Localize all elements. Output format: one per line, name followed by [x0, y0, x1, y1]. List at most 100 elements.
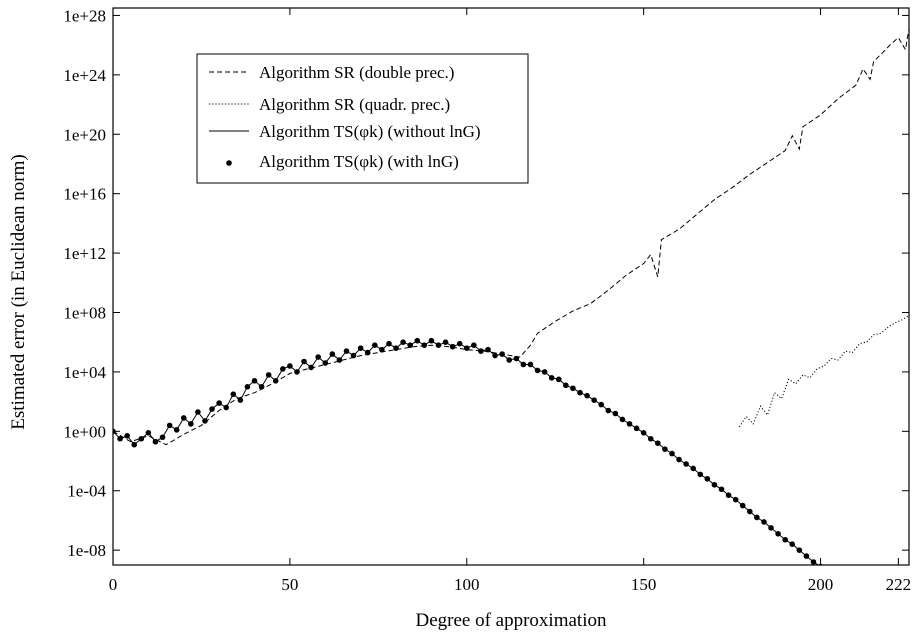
data-point	[889, 623, 895, 629]
data-point	[152, 438, 159, 445]
data-point	[336, 357, 343, 363]
data-point	[796, 547, 803, 553]
data-point	[280, 366, 286, 372]
data-point	[732, 496, 739, 503]
series-layer	[113, 28, 909, 635]
data-point	[534, 367, 541, 374]
data-point	[237, 397, 244, 403]
data-point	[350, 352, 357, 359]
data-point	[435, 342, 442, 348]
data-point	[421, 342, 428, 348]
legend-box	[196, 53, 529, 184]
y-tick-label: 1e+24	[63, 66, 106, 85]
data-point	[563, 382, 569, 389]
y-tick-label: 1e+00	[63, 422, 106, 441]
data-point	[301, 358, 307, 365]
y-tick-label: 1e+12	[63, 244, 106, 263]
data-point	[803, 553, 810, 559]
data-point	[386, 340, 392, 347]
y-tick-label: 1e+08	[63, 303, 106, 322]
legend-swatch-ts-with	[226, 160, 232, 166]
data-point	[315, 354, 321, 360]
data-point	[329, 351, 336, 357]
data-point	[485, 346, 491, 353]
data-point	[612, 410, 619, 417]
data-point	[839, 582, 845, 588]
data-point	[506, 357, 513, 363]
data-point	[555, 376, 562, 383]
legend-label-sr-quad: Algorithm SR (quadr. prec.)	[259, 95, 450, 114]
data-point	[499, 351, 505, 357]
data-point	[584, 392, 590, 399]
data-point	[527, 361, 534, 368]
data-point	[647, 435, 654, 442]
data-point	[676, 456, 682, 463]
data-point	[605, 407, 612, 414]
data-point	[166, 422, 173, 429]
data-point	[874, 611, 880, 617]
data-point	[697, 471, 704, 478]
data-point	[810, 559, 817, 565]
data-point	[294, 369, 300, 375]
data-point	[598, 401, 605, 408]
y-axis-label: Estimated error (in Euclidean norm)	[8, 154, 29, 429]
data-point	[704, 476, 711, 482]
data-point	[768, 525, 774, 531]
data-point	[761, 519, 767, 525]
data-point	[662, 446, 668, 452]
data-point	[173, 427, 180, 433]
data-point	[371, 342, 378, 348]
data-point	[471, 342, 477, 348]
data-point	[520, 361, 527, 368]
data-point	[718, 486, 725, 493]
x-tick-label: 150	[631, 575, 657, 594]
legend-label-ts-with: Algorithm TS(φk) (with lnG)	[259, 152, 459, 171]
data-point	[711, 481, 718, 488]
data-point	[131, 441, 138, 448]
data-point	[265, 372, 272, 378]
data-point	[690, 465, 696, 472]
data-point	[747, 508, 753, 515]
x-tick-label: 50	[281, 575, 298, 594]
data-point	[195, 409, 201, 415]
data-point	[754, 514, 760, 521]
data-point	[442, 339, 449, 346]
y-tick-label: 1e-04	[67, 482, 106, 501]
data-point	[180, 415, 187, 421]
data-point	[683, 461, 689, 467]
data-point	[463, 345, 470, 351]
data-point	[853, 593, 859, 599]
data-point	[322, 360, 329, 366]
data-point	[725, 492, 732, 498]
data-point	[188, 421, 194, 427]
y-tick-label: 1e+28	[63, 6, 106, 25]
x-tick-label: 200	[808, 575, 834, 594]
data-point	[216, 400, 222, 406]
data-point	[591, 397, 597, 403]
data-point	[407, 342, 413, 348]
data-point	[860, 599, 866, 605]
data-point	[209, 406, 215, 412]
data-point	[223, 404, 230, 411]
legend: Algorithm SR (double prec.) Algorithm SR…	[196, 53, 529, 184]
data-point	[619, 416, 626, 423]
series-1-line	[738, 315, 909, 428]
data-point	[308, 364, 314, 371]
data-point	[577, 389, 583, 396]
data-point	[145, 430, 152, 436]
data-point	[272, 378, 279, 384]
data-point	[478, 348, 484, 354]
legend-label-ts-without: Algorithm TS(φk) (without lnG)	[259, 122, 481, 141]
data-point	[541, 369, 548, 375]
x-axis-label: Degree of approximation	[416, 610, 607, 631]
data-point	[428, 337, 435, 344]
x-tick-label: 0	[109, 575, 118, 594]
y-tick-label: 1e+20	[63, 125, 106, 144]
data-point	[846, 587, 852, 593]
y-tick-label: 1e-08	[67, 541, 106, 560]
data-point	[626, 421, 633, 427]
data-point	[244, 383, 251, 390]
data-point	[124, 432, 130, 439]
data-point	[896, 629, 902, 635]
data-point	[138, 435, 145, 442]
